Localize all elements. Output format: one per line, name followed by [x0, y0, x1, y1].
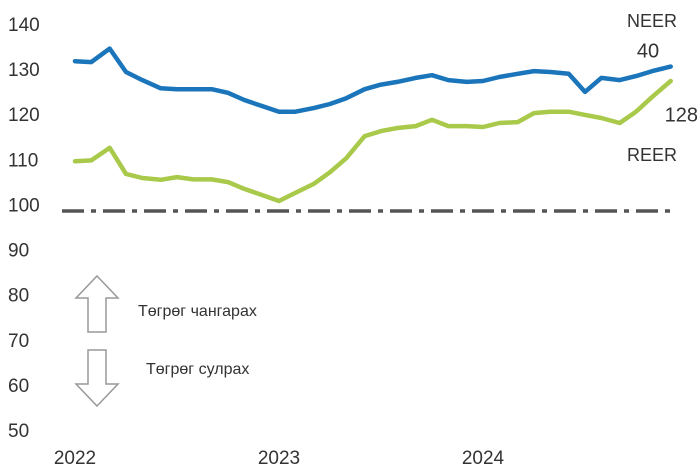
series-label: NEER: [627, 11, 677, 31]
y-tick-label: 120: [8, 105, 40, 126]
x-tick-label: 2024: [462, 448, 505, 469]
y-tick-label: 100: [8, 195, 40, 216]
annotation: Төгрөг чангарах: [138, 303, 257, 320]
x-tick-label: 2022: [54, 448, 96, 469]
x-tick-label: 2023: [258, 448, 300, 469]
y-tick-label: 110: [8, 150, 38, 171]
line-series: [72, 78, 673, 204]
line-series: [72, 46, 673, 114]
annotation: 128: [665, 104, 698, 126]
annotation: Төгрөг сулрах: [146, 361, 249, 378]
y-tick-label: 80: [8, 286, 29, 307]
y-tick-label: 50: [8, 421, 29, 442]
annotation: 40: [637, 40, 659, 62]
arrow-up: [74, 274, 120, 333]
series-label: REER: [627, 145, 677, 165]
y-tick-label: 130: [8, 60, 40, 81]
y-tick-label: 140: [8, 15, 40, 36]
y-tick-label: 70: [8, 331, 29, 352]
arrow-down: [74, 349, 120, 408]
y-tick-label: 90: [8, 241, 29, 262]
y-tick-label: 60: [8, 376, 29, 397]
